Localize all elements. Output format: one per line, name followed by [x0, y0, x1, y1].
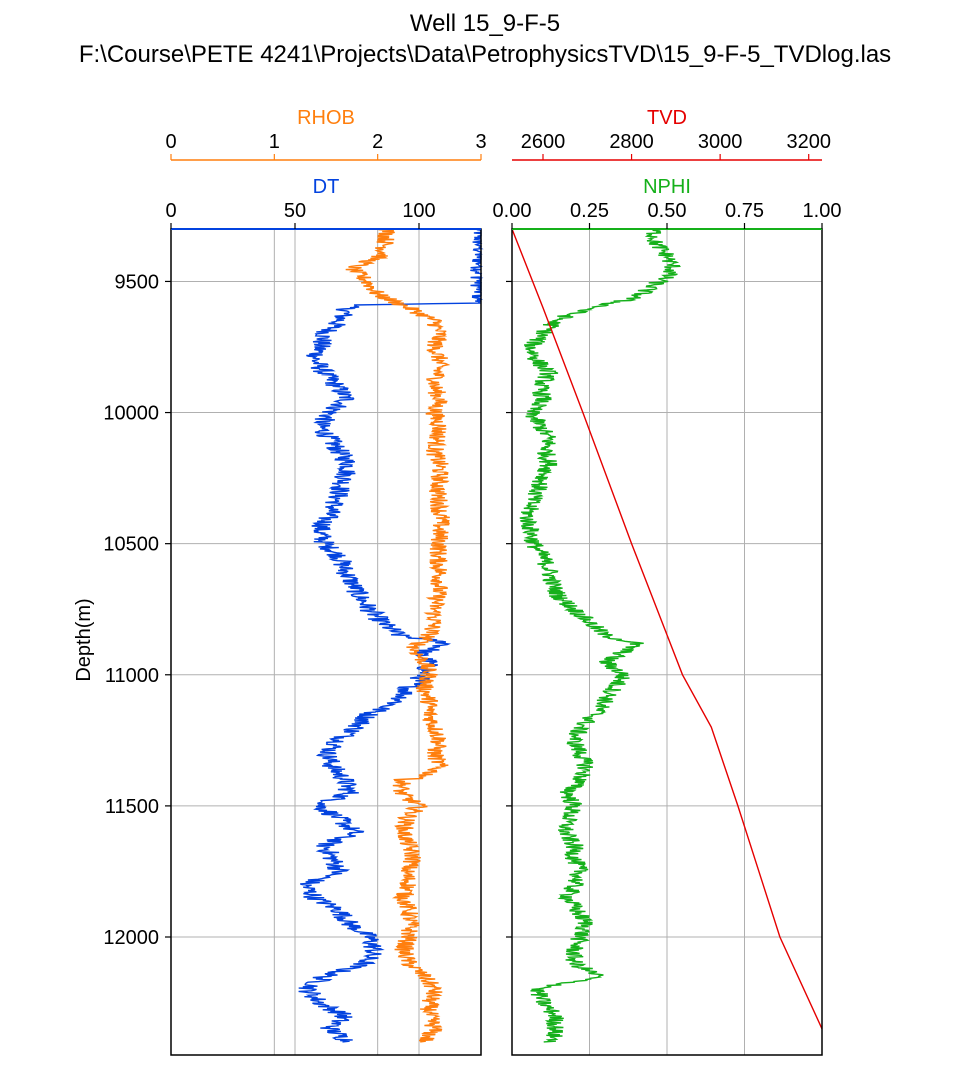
series-rhob-curve [345, 228, 451, 1043]
axis-tick-label-rhob: 1 [269, 131, 280, 153]
chart-title: Well 15_9-F-5 [410, 10, 560, 37]
axis-tick-label-rhob: 3 [475, 131, 486, 153]
axis-name-dt: DT [313, 176, 340, 198]
grid-layer [171, 229, 822, 1055]
series-tvd-curve [511, 228, 823, 1030]
axis-tick-label-tvd: 2600 [521, 131, 566, 153]
series-dt-curve [298, 228, 484, 1043]
axis-tick-label-nphi: 1.00 [803, 200, 842, 222]
y-axis-label: Depth(m) [73, 598, 95, 681]
axis-name-rhob: RHOB [297, 107, 355, 129]
axis-name-nphi: NPHI [643, 176, 691, 198]
axis-tick-label-dt: 50 [284, 200, 306, 222]
axis-tick-label-tvd: 2800 [609, 131, 654, 153]
axis-tick-label-tvd: 3000 [698, 131, 743, 153]
axis-tick-label-dt: 0 [165, 200, 176, 222]
axes-layer: 9500 10000 10500 11000 11500 12000 0 1 2 3 RHOB 0 50… [103, 107, 842, 1056]
axis-tick-label-tvd: 3200 [786, 131, 831, 153]
series-layer [298, 228, 823, 1043]
depth-tick-label: 12000 [103, 927, 159, 949]
axis-tick-label-nphi: 0.50 [648, 200, 687, 222]
axis-name-tvd: TVD [647, 107, 687, 129]
axis-tick-label-rhob: 2 [372, 131, 383, 153]
axis-tick-label-rhob: 0 [165, 131, 176, 153]
depth-tick-label: 11500 [105, 796, 159, 818]
depth-tick-label: 11000 [105, 665, 159, 687]
axis-tick-label-nphi: 0.00 [493, 200, 532, 222]
series-nphi-curve [519, 228, 681, 1043]
depth-tick-label: 10500 [103, 534, 159, 556]
axis-tick-label-dt: 100 [402, 200, 435, 222]
depth-tick-label: 9500 [115, 271, 160, 293]
axis-tick-label-nphi: 0.25 [570, 200, 609, 222]
chart-subtitle: F:\Course\PETE 4241\Projects\Data\Petrop… [79, 41, 891, 68]
depth-tick-label: 10000 [103, 403, 159, 425]
axis-tick-label-nphi: 0.75 [725, 200, 764, 222]
